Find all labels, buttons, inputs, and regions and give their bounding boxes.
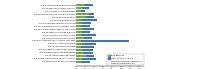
Bar [86, 55, 94, 57]
Bar [82, 49, 93, 51]
Bar [81, 19, 97, 21]
Bar [83, 28, 94, 30]
Bar [81, 46, 94, 48]
Bar [81, 34, 96, 36]
Bar [76, 34, 81, 36]
Bar [83, 7, 89, 9]
Bar [84, 4, 93, 6]
Bar [76, 49, 82, 51]
Bar [76, 22, 81, 24]
Bar [76, 52, 83, 54]
Bar [76, 46, 81, 48]
Bar [81, 25, 90, 27]
Bar [76, 13, 89, 15]
Bar [76, 19, 81, 21]
Bar [76, 61, 81, 63]
Bar [76, 7, 83, 9]
Bar [81, 10, 85, 12]
Bar [76, 16, 86, 18]
Bar [83, 52, 93, 54]
Bar [76, 10, 81, 12]
Bar [81, 61, 90, 63]
Bar [82, 31, 90, 33]
Bar [81, 40, 129, 42]
Bar [82, 43, 96, 45]
Bar [76, 43, 82, 45]
Bar [76, 37, 84, 39]
Bar [76, 40, 81, 42]
Bar [76, 28, 83, 30]
Bar [76, 58, 82, 60]
Bar [76, 4, 84, 6]
Bar [76, 55, 86, 57]
Bar [81, 22, 91, 24]
Bar [82, 58, 96, 60]
Bar [89, 13, 94, 15]
Bar [84, 37, 92, 39]
Bar [76, 25, 81, 27]
Bar [86, 16, 94, 18]
Legend: R&D approval, Approval to first recruit, From R&D approval (cumulative), From IR: R&D approval, Approval to first recruit,… [107, 54, 144, 65]
Bar [76, 31, 82, 33]
